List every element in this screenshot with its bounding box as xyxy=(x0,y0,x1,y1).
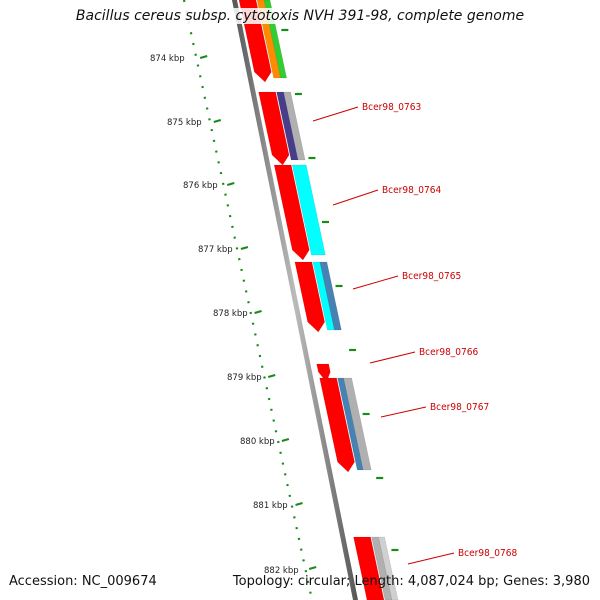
tick-label-877: 877 kbp xyxy=(198,245,233,255)
cds-feature xyxy=(319,377,355,473)
ruler-tick xyxy=(254,309,262,315)
accession-text: Accession: NC_009674 xyxy=(9,574,157,589)
backbone xyxy=(232,0,358,600)
ruler-tick xyxy=(240,245,249,251)
blast-hit-gray xyxy=(283,91,306,161)
ruler-tick xyxy=(267,373,276,379)
blast-hit-gray xyxy=(378,536,399,600)
tick-label-874: 874 kbp xyxy=(150,54,185,64)
ruler-tick xyxy=(199,54,208,60)
label-leader-line xyxy=(407,552,455,565)
blast-hit-cyan xyxy=(291,164,326,256)
gene-label-bcer98-0764: Bcer98_0764 xyxy=(382,185,441,196)
label-leader-line xyxy=(380,406,427,418)
tick-label-882: 882 kbp xyxy=(264,566,299,576)
tick-label-879: 879 kbp xyxy=(227,373,262,383)
gene-label-bcer98-0766: Bcer98_0766 xyxy=(419,347,478,358)
gene-label-bcer98-0768: Bcer98_0768 xyxy=(458,548,517,559)
ruler-ticks xyxy=(199,28,399,571)
feature-track xyxy=(238,0,399,600)
blast-hit-gray xyxy=(343,377,372,471)
gene-labels xyxy=(312,106,455,565)
gene-label-bcer98-0767: Bcer98_0767 xyxy=(430,402,489,413)
tick-label-876: 876 kbp xyxy=(183,181,218,191)
ruler-tick xyxy=(308,565,317,571)
blast-hit-steel xyxy=(319,261,342,331)
label-leader-line xyxy=(332,189,379,206)
ruler-tick xyxy=(226,181,235,187)
gene-label-bcer98-0763: Bcer98_0763 xyxy=(362,102,421,113)
cds-feature xyxy=(353,536,385,600)
cds-feature xyxy=(316,363,331,383)
tick-label-880: 880 kbp xyxy=(240,437,275,447)
page-title: Bacillus cereus subsp. cytotoxis NVH 391… xyxy=(0,8,600,24)
label-leader-line xyxy=(312,106,359,122)
cds-feature xyxy=(258,91,290,166)
blast-hit-gray xyxy=(371,536,393,600)
label-leader-line xyxy=(369,351,416,364)
tick-label-881: 881 kbp xyxy=(253,501,288,511)
label-leader-line xyxy=(352,275,399,290)
tick-label-878: 878 kbp xyxy=(213,309,248,319)
tick-label-875: 875 kbp xyxy=(167,118,202,128)
cds-feature xyxy=(273,164,310,261)
ruler-tick xyxy=(281,437,290,443)
ruler-tick xyxy=(213,118,222,124)
ruler-tick xyxy=(295,501,303,507)
genome-summary-text: Topology: circular; Length: 4,087,024 bp… xyxy=(232,574,590,589)
cds-feature xyxy=(294,261,325,333)
gene-label-bcer98-0765: Bcer98_0765 xyxy=(402,271,461,282)
